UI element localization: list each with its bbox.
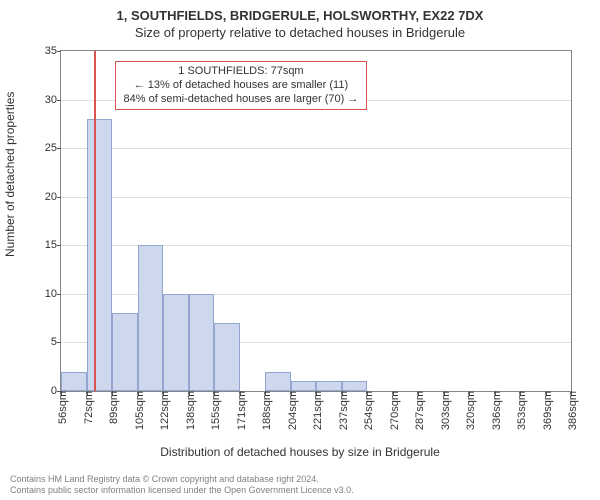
xtick-label: 122sqm bbox=[155, 391, 171, 430]
xtick-label: 105sqm bbox=[130, 391, 146, 430]
histogram-bar bbox=[87, 119, 113, 391]
histogram-bar bbox=[316, 381, 342, 391]
plot-area: 0510152025303556sqm72sqm89sqm105sqm122sq… bbox=[60, 50, 572, 392]
grid-line bbox=[61, 148, 571, 149]
xtick-label: 287sqm bbox=[410, 391, 426, 430]
ytick-label: 35 bbox=[29, 45, 61, 57]
xtick-label: 320sqm bbox=[461, 391, 477, 430]
xtick-label: 138sqm bbox=[181, 391, 197, 430]
xtick-label: 336sqm bbox=[487, 391, 503, 430]
xtick-label: 369sqm bbox=[538, 391, 554, 430]
xtick-label: 171sqm bbox=[232, 391, 248, 430]
histogram-bar bbox=[265, 372, 291, 391]
ytick-label: 20 bbox=[29, 191, 61, 203]
xtick-label: 254sqm bbox=[359, 391, 375, 430]
annotation-box: 1 SOUTHFIELDS: 77sqm ← 13% of detached h… bbox=[115, 61, 368, 110]
xtick-label: 155sqm bbox=[206, 391, 222, 430]
marker-line bbox=[94, 51, 96, 391]
ytick-label: 5 bbox=[29, 336, 61, 348]
xtick-label: 386sqm bbox=[563, 391, 579, 430]
xtick-label: 56sqm bbox=[53, 391, 69, 424]
xtick-label: 303sqm bbox=[436, 391, 452, 430]
chart-container: 1, SOUTHFIELDS, BRIDGERULE, HOLSWORTHY, … bbox=[0, 0, 600, 500]
xtick-label: 353sqm bbox=[512, 391, 528, 430]
x-axis-label: Distribution of detached houses by size … bbox=[0, 445, 600, 459]
ytick-label: 15 bbox=[29, 239, 61, 251]
footer-line-1: Contains HM Land Registry data © Crown c… bbox=[10, 474, 354, 485]
xtick-label: 270sqm bbox=[385, 391, 401, 430]
grid-line bbox=[61, 197, 571, 198]
histogram-bar bbox=[214, 323, 240, 391]
histogram-bar bbox=[138, 245, 164, 391]
title-main: 1, SOUTHFIELDS, BRIDGERULE, HOLSWORTHY, … bbox=[0, 0, 600, 23]
xtick-label: 89sqm bbox=[104, 391, 120, 424]
histogram-bar bbox=[112, 313, 138, 391]
footer-attribution: Contains HM Land Registry data © Crown c… bbox=[10, 474, 354, 496]
histogram-bar bbox=[291, 381, 317, 391]
ytick-label: 25 bbox=[29, 142, 61, 154]
title-sub: Size of property relative to detached ho… bbox=[0, 23, 600, 40]
histogram-bar bbox=[163, 294, 189, 391]
annotation-line-2: ← 13% of detached houses are smaller (11… bbox=[124, 79, 359, 93]
y-axis-label: Number of detached properties bbox=[3, 197, 17, 257]
xtick-label: 237sqm bbox=[334, 391, 350, 430]
xtick-label: 72sqm bbox=[79, 391, 95, 424]
xtick-label: 188sqm bbox=[257, 391, 273, 430]
annotation-line-1: 1 SOUTHFIELDS: 77sqm bbox=[124, 65, 359, 79]
histogram-bar bbox=[342, 381, 368, 391]
footer-line-2: Contains public sector information licen… bbox=[10, 485, 354, 496]
ytick-label: 30 bbox=[29, 94, 61, 106]
histogram-bar bbox=[61, 372, 87, 391]
xtick-label: 204sqm bbox=[283, 391, 299, 430]
ytick-label: 10 bbox=[29, 288, 61, 300]
histogram-bar bbox=[189, 294, 215, 391]
xtick-label: 221sqm bbox=[308, 391, 324, 430]
annotation-line-3: 84% of semi-detached houses are larger (… bbox=[124, 93, 359, 107]
